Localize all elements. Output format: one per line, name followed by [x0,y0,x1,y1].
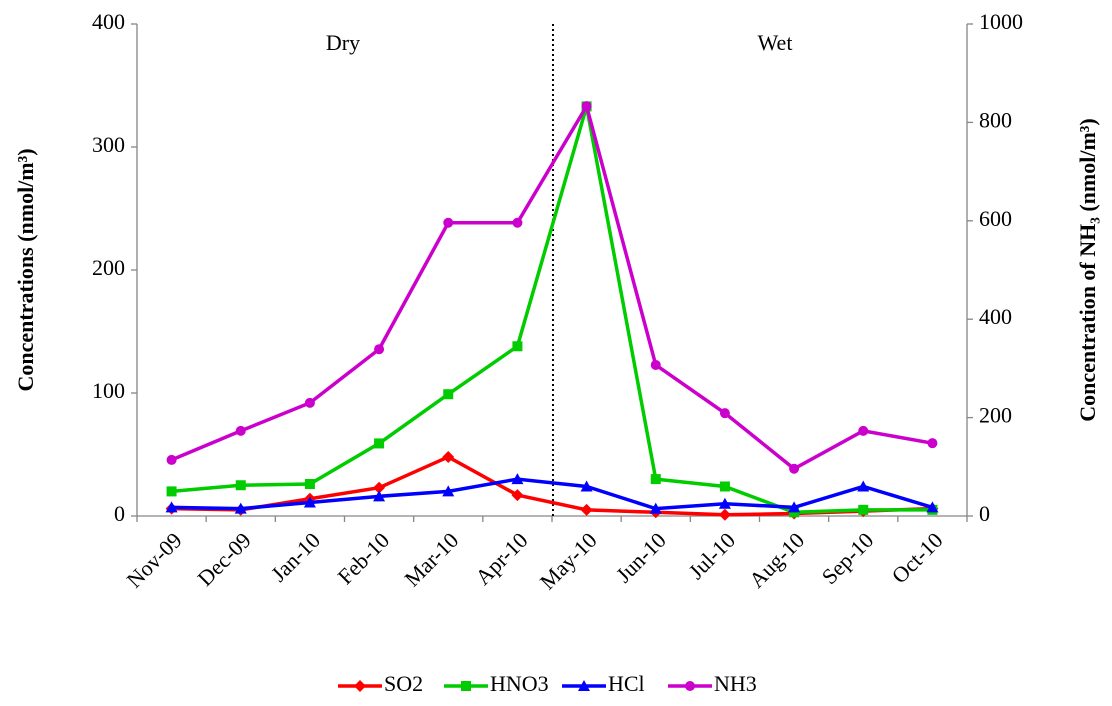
marker [305,479,315,489]
legend-label: HNO3 [490,671,549,696]
x-tick-label: Jul-10 [683,527,740,584]
marker [443,218,453,228]
x-tick-label: May-10 [535,527,602,594]
marker [651,474,661,484]
marker [354,680,366,692]
x-tick-label: Jun-10 [611,527,671,587]
marker [374,344,384,354]
marker [651,360,661,370]
annotation: Wet [758,30,793,55]
marker [789,464,799,474]
y-tick-label: 100 [92,378,125,403]
marker [374,438,384,448]
chart: Dry Wet Concentrations (nmol/m³) Concent… [0,0,1112,706]
x-tick-label: Mar-10 [399,527,463,591]
marker [512,218,522,228]
marker [461,681,471,691]
y-tick-label: 200 [92,255,125,280]
marker [443,389,453,399]
y-tick-label: 0 [114,501,125,526]
x-tick-label: Jan-10 [266,527,325,586]
annotation: Dry [326,30,360,55]
y2-axis-label: Concentration of NH₃ (nmol/m³) [1075,118,1100,421]
y-tick-label: 300 [92,132,125,157]
y2-tick-label: 0 [979,501,990,526]
marker [720,481,730,491]
marker [167,486,177,496]
x-tick-label: Feb-10 [332,527,394,589]
marker [927,438,937,448]
legend-label: SO2 [384,671,423,696]
marker [305,398,315,408]
x-tick-label: Nov-09 [121,527,186,592]
marker [685,681,695,691]
x-tick-label: Apr-10 [470,527,532,589]
y2-tick-label: 400 [979,304,1012,329]
y2-tick-label: 800 [979,107,1012,132]
x-tick-label: Oct-10 [887,527,948,588]
marker [858,505,868,515]
marker [582,101,592,111]
x-tick-label: Sep-10 [817,527,879,589]
y-axis-label: Concentrations (nmol/m³) [13,148,38,391]
marker [858,426,868,436]
y-tick-label: 400 [92,9,125,34]
marker [236,426,246,436]
x-tick-label: Dec-09 [192,527,255,590]
marker [512,341,522,351]
marker [236,480,246,490]
legend-label: HCl [608,671,645,696]
y2-tick-label: 1000 [979,9,1023,34]
marker [719,509,731,521]
y2-tick-label: 200 [979,403,1012,428]
legend-label: NH3 [714,671,757,696]
x-tick-label: Aug-10 [744,527,809,592]
y2-tick-label: 600 [979,206,1012,231]
marker [720,408,730,418]
marker [167,455,177,465]
marker [581,504,593,516]
